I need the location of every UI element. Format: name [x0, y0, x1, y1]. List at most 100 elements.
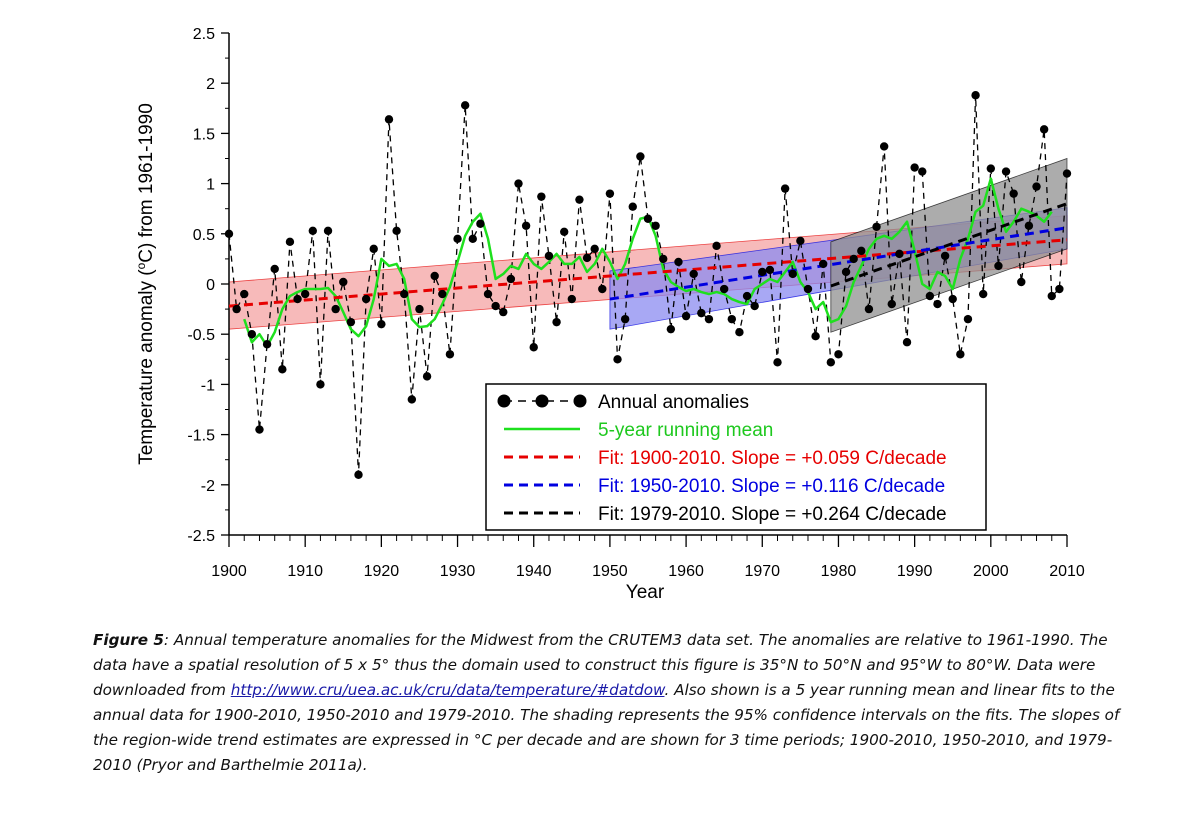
caption-data-link[interactable]: http://www.cru/uea.ac.uk/cru/data/temper… — [230, 681, 665, 699]
annual-point — [803, 284, 813, 294]
annual-point — [1032, 182, 1041, 191]
fit-line-3 — [830, 202, 1068, 288]
annual-point — [331, 304, 340, 314]
annual-point — [514, 179, 523, 188]
temperature-anomaly-chart: -2.5 -2 -1.5 -1 -0.5 0 0.5 1 1.5 2 2.5 1900 1910 192… — [134, 26, 1085, 603]
annual-point — [1039, 125, 1049, 134]
legend-swatch-dot — [535, 394, 549, 408]
annual-point — [780, 184, 790, 193]
figure-caption: Figure 5: Annual temperature anomalies f… — [93, 628, 1123, 778]
y-tick-label: -2.5 — [187, 528, 215, 545]
y-tick-label: 1.5 — [193, 126, 215, 143]
annual-point — [361, 294, 371, 304]
annual-point — [841, 267, 851, 277]
annual-point — [1047, 291, 1056, 301]
annual-point — [750, 301, 759, 311]
annual-point — [773, 358, 782, 367]
legend-swatch-dot — [573, 394, 587, 408]
annual-point — [1024, 221, 1034, 230]
annual-point — [986, 164, 996, 173]
annual-point — [872, 222, 881, 231]
x-tick-label: 1990 — [897, 563, 933, 580]
annual-point — [910, 163, 919, 172]
annual-point — [979, 289, 988, 299]
annual-point — [392, 226, 401, 235]
annual-point — [689, 269, 698, 279]
annual-point — [643, 214, 653, 223]
annual-point — [400, 289, 409, 299]
annual-point — [857, 246, 866, 256]
annual-point — [697, 308, 706, 318]
annual-point — [323, 226, 333, 235]
annual-point — [674, 257, 683, 267]
x-tick-label: 1960 — [668, 563, 704, 580]
annual-point — [918, 167, 927, 176]
annual-point — [902, 338, 912, 347]
y-tick-label: -1 — [201, 377, 215, 394]
x-tick-label: 1930 — [440, 563, 476, 580]
annual-point — [1062, 169, 1072, 178]
y-tick-label: -1.5 — [187, 428, 215, 445]
annual-point — [506, 274, 516, 284]
annual-point — [895, 249, 904, 259]
x-tick-label: 1950 — [592, 563, 628, 580]
annual-point — [681, 311, 691, 321]
annual-point — [232, 304, 241, 314]
annual-point — [270, 264, 279, 274]
annual-point — [796, 236, 805, 246]
x-tick-label: 2000 — [973, 563, 1009, 580]
annual-point — [659, 254, 668, 264]
annual-point — [438, 289, 447, 299]
legend-swatch-dot — [497, 394, 511, 408]
annual-point — [537, 192, 546, 201]
annual-point — [1001, 167, 1011, 176]
y-tick-label: 1 — [206, 177, 215, 194]
annual-point — [255, 425, 264, 434]
annual-point — [819, 259, 828, 269]
y-tick-label: -0.5 — [187, 327, 215, 344]
annual-point — [864, 304, 874, 314]
annual-point — [582, 253, 592, 263]
annual-point — [567, 294, 577, 304]
annual-point — [826, 358, 836, 367]
annual-point — [735, 327, 744, 337]
annual-point — [529, 343, 538, 352]
caption-text-before-link: : Annual temperature anomalies for the M… — [93, 631, 1108, 699]
annual-point — [278, 365, 287, 374]
annual-point — [560, 227, 569, 236]
annual-point — [544, 251, 554, 261]
annual-point — [742, 291, 752, 301]
annual-point — [879, 142, 889, 151]
x-ticks: 1900 1910 1920 1930 1940 1950 1960 1970 1980 1990… — [211, 535, 1085, 580]
annual-point — [354, 470, 363, 479]
x-tick-label: 1900 — [211, 563, 247, 580]
annual-point — [704, 314, 714, 324]
x-tick-label: 2010 — [1049, 563, 1085, 580]
annual-point — [240, 289, 249, 299]
legend-label: Fit: 1900-2010. Slope = +0.059 C/decade — [598, 448, 947, 469]
annual-point — [636, 152, 645, 161]
annual-point — [788, 269, 797, 279]
y-ticks: -2.5 -2 -1.5 -1 -0.5 0 0.5 1 1.5 2 2.5 — [187, 26, 229, 545]
y-tick-label: 0.5 — [193, 227, 215, 244]
annual-point — [925, 291, 935, 301]
annual-point — [422, 372, 432, 381]
annual-point — [712, 241, 721, 251]
annual-point — [300, 289, 310, 299]
legend-label: Annual anomalies — [598, 392, 749, 413]
annual-point — [293, 294, 302, 304]
annual-point — [933, 299, 942, 309]
annual-point — [483, 289, 493, 299]
annual-point — [224, 229, 234, 238]
annual-point — [346, 317, 356, 327]
fit-line-2 — [609, 226, 1068, 301]
annual-point — [575, 195, 584, 204]
annual-point — [285, 237, 295, 247]
legend: Annual anomalies 5-year running mean Fit: … — [485, 383, 987, 531]
annual-point — [377, 319, 386, 329]
annual-point — [605, 189, 615, 198]
y-axis-title: Temperature anomaly (oC) from 1961-1990 — [134, 103, 157, 465]
legend-label: Fit: 1979-2010. Slope = +0.264 C/decade — [598, 504, 947, 525]
annual-point — [415, 304, 424, 314]
annual-point — [590, 244, 599, 254]
